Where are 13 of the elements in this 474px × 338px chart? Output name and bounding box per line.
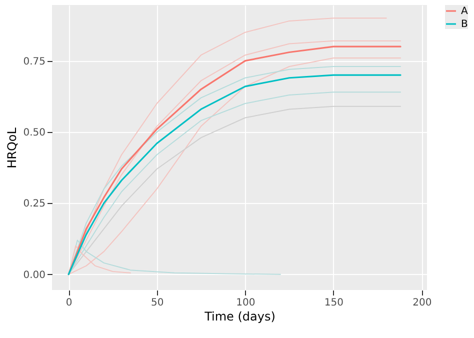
x-tick-label: 0: [66, 298, 72, 308]
x-tick-label: 200: [412, 298, 432, 308]
legend-label: A: [461, 6, 468, 17]
x-tick-label: 150: [324, 298, 344, 308]
x-tick-label: 100: [236, 298, 256, 308]
y-tick-label: 0.50: [23, 127, 46, 138]
y-tick-label: 0.25: [23, 198, 46, 210]
y-tick-label: 0.75: [23, 56, 46, 68]
legend-label: B: [461, 19, 468, 30]
y-axis-title: HRQoL: [5, 127, 20, 168]
y-tick-label: 0.00: [23, 270, 46, 281]
x-tick-label: 50: [151, 298, 164, 308]
x-axis-title: Time (days): [204, 310, 276, 324]
